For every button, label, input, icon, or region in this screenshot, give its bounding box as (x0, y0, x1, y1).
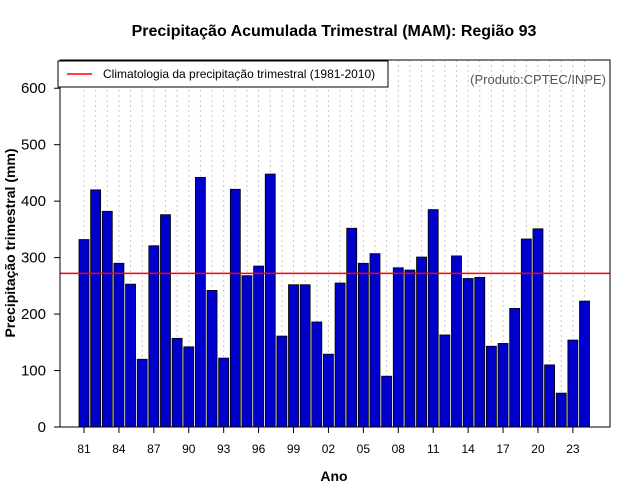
bar-2009 (404, 269, 416, 428)
bar-2011 (427, 209, 439, 428)
y-axis-title: Precipitação trimestral (mm) (2, 148, 18, 337)
bar-2013 (451, 255, 462, 428)
y-axis: 0 100 200 300 400 500 600 (21, 80, 60, 436)
bar-2002 (323, 353, 334, 428)
bar-2004 (346, 227, 358, 428)
x-tick-label: 96 (252, 442, 266, 456)
bar-1990 (183, 346, 195, 428)
bar-2001 (311, 321, 323, 428)
legend-label: Climatologia da precipitação trimestral … (103, 67, 375, 81)
x-tick-label: 20 (531, 442, 545, 456)
bar-1986 (136, 358, 148, 428)
y-tick-label: 400 (21, 193, 46, 210)
bar-2021 (544, 364, 555, 428)
bar-1985 (125, 283, 136, 428)
legend-box (57, 60, 389, 88)
bar-1989 (171, 337, 183, 428)
x-tick-label: 02 (322, 442, 336, 456)
bar-2014 (462, 278, 474, 428)
x-tick-label: 90 (182, 442, 196, 456)
bar-2012 (439, 334, 451, 428)
bar-2003 (334, 282, 346, 428)
x-tick-label: 08 (392, 442, 406, 456)
bar-1997 (264, 173, 276, 428)
x-tick-label: 87 (147, 442, 161, 456)
bar-1998 (276, 335, 288, 428)
x-tick-label: 99 (287, 442, 301, 456)
bar-2024 (579, 300, 590, 428)
x-tick-label: 05 (357, 442, 371, 456)
y-tick-label: 600 (21, 80, 46, 97)
bar-2007 (381, 375, 393, 428)
bar-1991 (194, 177, 206, 428)
bar-2000 (299, 284, 311, 428)
bar-1995 (241, 275, 253, 428)
bar-2019 (520, 238, 532, 428)
x-tick-label: 11 (427, 442, 440, 456)
bar-1982 (90, 189, 102, 428)
bar-1984 (113, 262, 125, 428)
bar-2008 (392, 267, 404, 428)
bar-1996 (253, 265, 265, 428)
legend: Climatologia da precipitação trimestral … (57, 60, 389, 88)
bar-2022 (555, 392, 567, 428)
bar-1993 (218, 357, 230, 428)
bar-2023 (567, 339, 579, 428)
bar-2005 (357, 262, 369, 428)
y-tick-label: 200 (21, 306, 46, 323)
bar-1981 (78, 239, 90, 428)
bar-1988 (160, 214, 171, 428)
x-axis-title: Ano (320, 468, 347, 484)
bar-series (78, 173, 590, 428)
bar-1994 (229, 188, 241, 428)
x-axis: 81 84 87 90 93 96 99 02 05 08 11 14 17 20 23 (77, 427, 580, 456)
bar-2006 (369, 253, 381, 428)
y-tick-label: 0 (38, 419, 46, 436)
bar-2015 (474, 276, 486, 428)
x-tick-label: 93 (217, 442, 231, 456)
bar-2017 (497, 343, 509, 428)
x-tick-label: 17 (496, 442, 510, 456)
bar-2018 (509, 308, 521, 428)
bar-1999 (288, 284, 299, 428)
y-tick-label: 100 (21, 363, 46, 380)
bar-2010 (416, 256, 427, 428)
y-tick-label: 300 (21, 250, 46, 267)
bar-1983 (101, 210, 113, 428)
x-tick-label: 23 (566, 442, 580, 456)
y-tick-label: 500 (21, 137, 46, 154)
bar-1992 (206, 289, 218, 428)
source-label: (Produto:CPTEC/INPE) (470, 72, 606, 87)
plot-frame (59, 59, 611, 428)
x-tick-label: 84 (112, 442, 126, 456)
bar-2016 (485, 345, 497, 428)
chart-title: Precipitação Acumulada Trimestral (MAM):… (132, 23, 537, 40)
x-tick-label: 81 (77, 442, 91, 456)
bar-2020 (532, 228, 544, 428)
x-tick-label: 14 (461, 442, 475, 456)
